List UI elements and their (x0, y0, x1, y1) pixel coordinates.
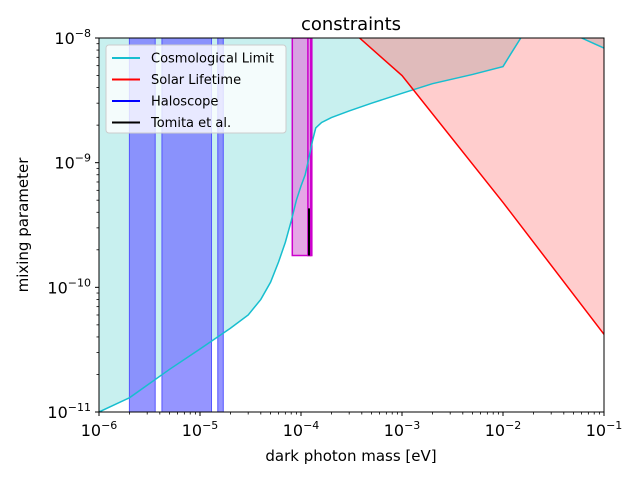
legend-box (105, 44, 287, 134)
y-tick-label: 10−9 (54, 152, 91, 173)
x-tick-label: 10−6 (81, 419, 118, 440)
axes: 10−6 10−5 10−4 10−3 10−2 10−1 10−11 10−10 10−9 10… (47, 27, 622, 440)
x-tick-label: 10−1 (586, 419, 623, 440)
solar-line (359, 38, 604, 335)
y-axis-label: mixing parameter (14, 157, 32, 293)
x-tick-label: 10−5 (182, 419, 219, 440)
cosmological-line (99, 38, 522, 412)
chart-title: constraints (301, 14, 401, 35)
y-tick-label: 10−10 (47, 276, 91, 297)
axes-frame (98, 37, 605, 413)
legend: Cosmological Limit Solar Lifetime Haloscop… (105, 44, 287, 134)
x-axis-label: dark photon mass [eV] (265, 447, 436, 465)
legend-label: Haloscope (151, 95, 218, 110)
x-tick-label: 10−2 (485, 419, 522, 440)
y-tick-label: 10−8 (54, 27, 91, 48)
y-tick-label: 10−11 (47, 401, 91, 422)
legend-label: Tomita et al. (150, 116, 231, 131)
legend-label: Solar Lifetime (151, 73, 241, 88)
legend-label: Cosmological Limit (151, 52, 274, 67)
solar-fill (359, 38, 604, 335)
x-tick-label: 10−4 (283, 419, 320, 440)
cosmological-line-upper (581, 38, 604, 49)
x-tick-label: 10−3 (384, 419, 421, 440)
haloscope-band (217, 38, 224, 412)
